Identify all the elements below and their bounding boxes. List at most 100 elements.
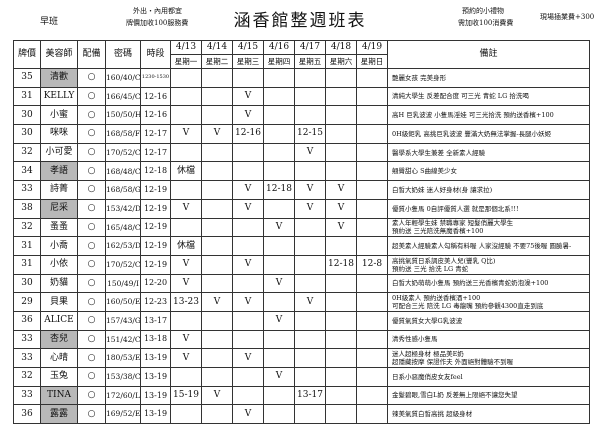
row: 31 KELLY ○ 166/45/C 12-16 V 清純大學生 反差配合度 可三光 青蛇… [13,86,590,107]
column-header: 備註 [387,40,590,69]
day-cell [325,310,357,331]
name: ALICE [40,310,78,331]
price: 31 [13,86,41,107]
day-cell [294,236,326,256]
note: 需加收100消費費 [458,19,514,27]
row: 30 咪咪 ○ 168/58/F 12-17 V V 12-16 12-15 0H級鉅乳 高挑巨乳… [13,124,590,144]
note: 牌價加收100服務費 [126,19,189,27]
day-cell: V [263,367,295,387]
price: 33 [13,385,41,406]
row: 32 玉兔 ○ 153/38/C 13-19 V 日系小惡魔俏皮女友feel [13,367,590,387]
equip: ○ [77,329,106,350]
equip: ○ [77,142,106,163]
note-line: 清純大學生 反差配合度 可三光 青蛇 LG 拾洗喝 [392,92,529,101]
day-cell [325,161,357,182]
day-cell [294,217,326,238]
day-cell [294,273,326,294]
equip: ○ [77,105,106,126]
day-cell: 13-17 [294,385,326,406]
day-cell [294,105,326,126]
equip: ○ [77,180,106,200]
day-cell [263,385,295,406]
price: 35 [13,68,41,88]
column-header: 密碼 [105,40,141,69]
day-cell [294,254,326,275]
time: 12-23 [140,292,171,312]
note-line: 辣美氣質白皙高挑 超級身材 [392,410,473,419]
name: 小蜜 [40,105,78,126]
price: 31 [13,236,41,256]
code: 168/58/F [105,124,141,144]
note-line: 清秀性感小隻馬 [392,335,438,344]
day-cell: 休檔 [170,236,202,256]
day-cell [325,367,357,387]
day-cell [170,180,202,200]
note-line: 預約送 三光陪洗無魔香檳+100 [392,227,484,236]
day-cell [201,236,233,256]
code: 160/40/C [105,68,141,88]
day-cell [356,105,388,126]
day-cell [325,105,357,126]
header-row: 星期一 星期二 星期三 星期四 星期五 星期六 星期日 [14,54,590,69]
day-cell [356,86,388,107]
price: 33 [13,329,41,350]
name: 貝果 [40,292,78,312]
day-cell: V [232,292,264,312]
day-cell: V [325,198,357,219]
day-cell [356,367,388,387]
day-cell [232,236,264,256]
day-cell: V [232,348,264,368]
note-line: 醫學系大學生兼差 全新素人經驗 [392,148,486,157]
day-cell [263,254,295,275]
note-line: 日系小惡魔俏皮女友feel [392,372,463,381]
day-cell [356,161,388,182]
name: 小喬 [40,236,78,256]
code: 153/38/C [105,367,141,387]
day-cell [325,68,357,88]
code: 180/53/E [105,348,141,368]
price: 34 [13,161,41,182]
name: 小依 [40,254,78,275]
day-cell [356,404,388,424]
row: 29 貝果 ○ 160/50/E 12-23 13-23 V V V 0H級素人 預約送香檳酒+1… [13,292,590,312]
equip: ○ [77,273,106,294]
code: 162/53/D [105,236,141,256]
notes: 辣美氣質白皙高挑 超級身材 [387,404,590,424]
notes: 醫學系大學生兼差 全新素人經驗 [387,142,590,163]
day-cell [232,161,264,182]
equip: ○ [77,254,106,275]
row: 31 小喬 ○ 162/53/D 12-19 休檔 超美素人經驗素人勾稱有料喔 人家沒經驗 … [13,236,590,256]
day-cell [263,161,295,182]
name: 杏兒 [40,329,78,350]
time: 13-18 [140,329,171,350]
day-cell: 15-19 [170,385,202,406]
name: 清歡 [40,68,78,88]
day-cell [325,124,357,144]
equip: ○ [77,217,106,238]
name: 孝語 [40,161,78,182]
day-cell [232,329,264,350]
note-line: 優質氣質女大學G乳波波 [392,316,463,325]
day-cell [325,86,357,107]
day-cell: 12-16 [232,124,264,144]
day-cell: V [170,198,202,219]
day-cell [294,86,326,107]
notes: 金髮碧眼,雪白L奶 反差無上限絕不讓您失望 [387,385,590,406]
day-cell [201,273,233,294]
day-cell [201,161,233,182]
notes: 白皙大奶萌萌小隻馬 預約送三光香檳青蛇奶泡澡+100 [387,273,590,294]
name: 心晴 [40,348,78,368]
notes: 0H級鉅乳 高挑巨乳波波 豐滿大奶無法掌握-長腿小妖姬 [387,124,590,144]
date-header: 4/18 [325,40,357,55]
equip: ○ [77,404,106,424]
day-cell: V [232,105,264,126]
day-cell [170,86,202,107]
day-cell [294,161,326,182]
notes: 超美素人經驗素人勾稱有料喔 人家沒經驗 不要75後喔 圓臉暑- [387,236,590,256]
day-cell [294,367,326,387]
day-cell [201,310,233,331]
time: 13-19 [140,404,171,424]
day-cell [201,217,233,238]
day-cell [170,310,202,331]
row: 36 ALICE ○ 157/43/G 13-17 V 優質氣質女大學G乳波波 [13,310,590,331]
